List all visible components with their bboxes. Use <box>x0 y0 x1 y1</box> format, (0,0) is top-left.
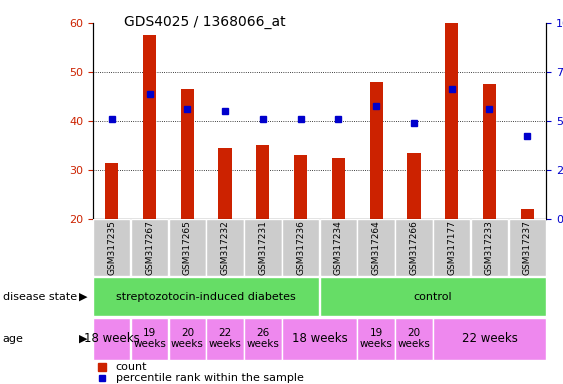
Text: disease state: disease state <box>3 291 77 302</box>
Text: GSM317264: GSM317264 <box>372 220 381 275</box>
Bar <box>282 219 319 276</box>
Bar <box>244 219 282 276</box>
Bar <box>433 318 546 360</box>
Bar <box>282 318 357 360</box>
Text: GDS4025 / 1368066_at: GDS4025 / 1368066_at <box>124 15 285 29</box>
Bar <box>207 318 244 360</box>
Bar <box>207 219 244 276</box>
Text: GSM317177: GSM317177 <box>447 220 456 275</box>
Bar <box>320 277 546 316</box>
Bar <box>358 219 395 276</box>
Bar <box>508 219 546 276</box>
Text: 20
weeks: 20 weeks <box>397 328 430 349</box>
Bar <box>471 219 508 276</box>
Text: streptozotocin-induced diabetes: streptozotocin-induced diabetes <box>117 291 296 302</box>
Bar <box>433 219 470 276</box>
Bar <box>256 146 270 219</box>
Bar <box>294 155 307 219</box>
Bar <box>395 318 432 360</box>
Text: GSM317266: GSM317266 <box>409 220 418 275</box>
Text: GSM317267: GSM317267 <box>145 220 154 275</box>
Bar <box>143 35 156 219</box>
Bar <box>320 219 357 276</box>
Text: GSM317236: GSM317236 <box>296 220 305 275</box>
Bar <box>218 148 232 219</box>
Bar <box>244 318 282 360</box>
Text: control: control <box>413 291 452 302</box>
Text: 26
weeks: 26 weeks <box>247 328 279 349</box>
Text: 19
weeks: 19 weeks <box>133 328 166 349</box>
Bar <box>395 219 432 276</box>
Text: 22
weeks: 22 weeks <box>209 328 242 349</box>
Text: GSM317235: GSM317235 <box>108 220 117 275</box>
Bar <box>131 318 168 360</box>
Text: 18 weeks: 18 weeks <box>84 333 140 345</box>
Text: 19
weeks: 19 weeks <box>360 328 392 349</box>
Bar <box>358 318 395 360</box>
Text: 20
weeks: 20 weeks <box>171 328 204 349</box>
Bar <box>93 277 319 316</box>
Text: GSM317265: GSM317265 <box>183 220 192 275</box>
Text: ▶: ▶ <box>79 334 87 344</box>
Text: 22 weeks: 22 weeks <box>462 333 517 345</box>
Bar <box>181 89 194 219</box>
Text: GSM317233: GSM317233 <box>485 220 494 275</box>
Bar <box>131 219 168 276</box>
Text: GSM317231: GSM317231 <box>258 220 267 275</box>
Text: GSM317234: GSM317234 <box>334 220 343 275</box>
Bar <box>445 23 458 219</box>
Text: 18 weeks: 18 weeks <box>292 333 347 345</box>
Bar <box>332 158 345 219</box>
Text: percentile rank within the sample: percentile rank within the sample <box>115 372 303 382</box>
Bar <box>169 318 206 360</box>
Bar <box>483 84 496 219</box>
Text: ▶: ▶ <box>79 291 87 302</box>
Text: GSM317232: GSM317232 <box>221 220 230 275</box>
Bar <box>521 209 534 219</box>
Bar <box>407 153 421 219</box>
Bar <box>169 219 206 276</box>
Text: age: age <box>3 334 24 344</box>
Bar <box>105 162 118 219</box>
Text: GSM317237: GSM317237 <box>522 220 531 275</box>
Bar <box>369 82 383 219</box>
Bar <box>93 318 131 360</box>
Text: count: count <box>115 362 147 372</box>
Bar <box>93 219 131 276</box>
